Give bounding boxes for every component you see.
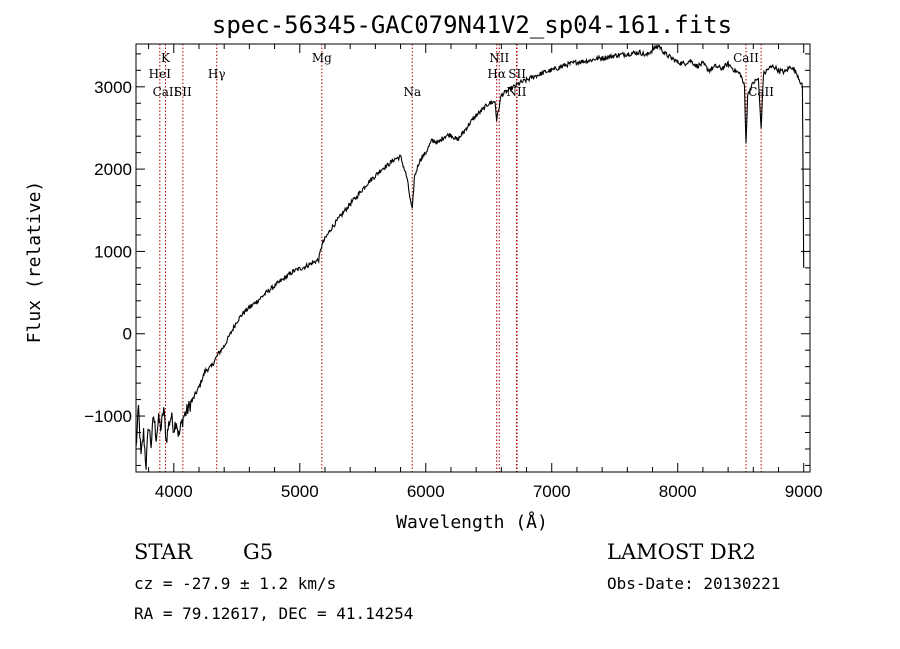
chart-title: spec-56345-GAC079N41V2_sp04-161.fits (212, 11, 732, 39)
x-axis-label: Wavelength (Å) (396, 511, 548, 533)
spectral-line-label: Hα (487, 67, 506, 81)
spectral-line-label: CaII (733, 51, 759, 65)
spectral-line-label: SII (508, 67, 526, 81)
object-class: STAR (134, 540, 193, 564)
x-tick-label: 6000 (407, 482, 445, 501)
y-tick-label: 0 (123, 325, 132, 344)
spectrum-series-line (135, 43, 805, 470)
x-axis-tick-labels: 4000 5000 6000 7000 8000 9000 (155, 482, 823, 501)
spectral-line-label: HeI (149, 67, 172, 81)
spectral-line-label: Na (403, 85, 421, 99)
y-axis-label: Flux (relative) (24, 181, 45, 344)
spectral-line-label: CaII (153, 85, 179, 99)
sky-coordinates: RA = 79.12617, DEC = 41.14254 (134, 604, 414, 623)
spectral-line-markers (159, 44, 762, 472)
spectral-line-label: NII (489, 51, 509, 65)
spectral-line-label: Mg (312, 51, 332, 65)
observation-date: Obs-Date: 20130221 (607, 574, 781, 593)
spectral-line-label: CaII (748, 85, 774, 99)
y-tick-label: 1000 (94, 242, 132, 261)
object-subclass: G5 (243, 540, 274, 564)
x-tick-label: 9000 (785, 482, 823, 501)
axis-ticks (136, 44, 810, 472)
x-tick-label: 8000 (659, 482, 697, 501)
x-tick-label: 4000 (155, 482, 193, 501)
plot-frame (135, 43, 811, 473)
spectral-line-label: SII (174, 85, 192, 99)
x-tick-label: 7000 (533, 482, 571, 501)
y-tick-label: −1000 (84, 407, 132, 426)
redshift-value: cz = -27.9 ± 1.2 km/s (134, 574, 337, 593)
y-tick-label: 2000 (94, 160, 132, 179)
survey-name: LAMOST DR2 (607, 540, 756, 564)
y-axis-tick-labels: −1000 0 1000 2000 3000 (84, 78, 132, 426)
spectral-line-label: Hγ (208, 67, 226, 81)
y-tick-label: 3000 (94, 78, 132, 97)
x-tick-label: 5000 (281, 482, 319, 501)
spectral-line-label: K (161, 51, 171, 65)
